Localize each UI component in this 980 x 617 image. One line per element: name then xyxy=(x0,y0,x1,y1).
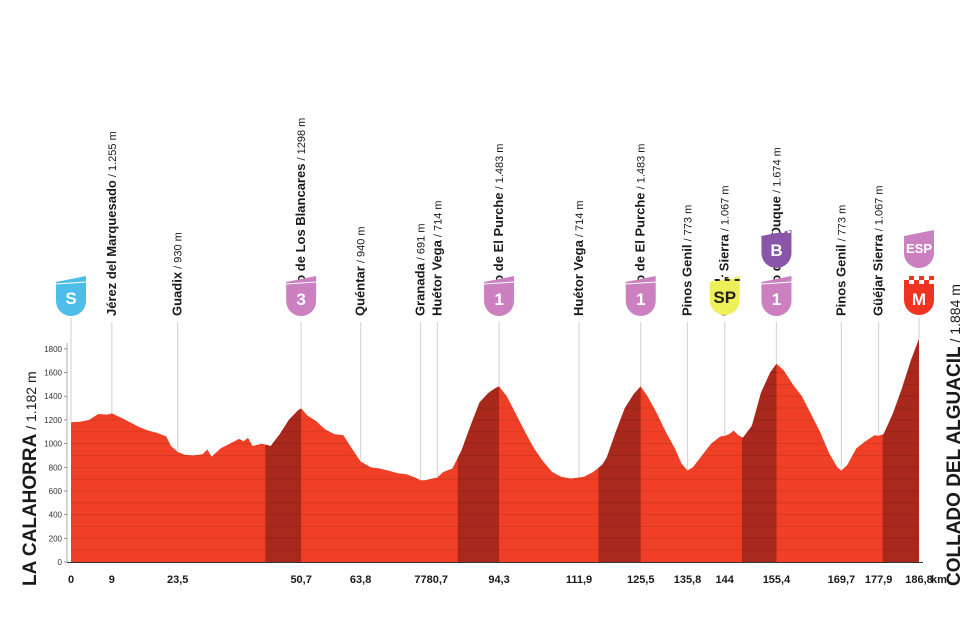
badge-checker xyxy=(719,277,725,279)
x-tick-label: 77 xyxy=(414,574,426,586)
badge-shape xyxy=(56,276,86,316)
y-tick-label: 1800 xyxy=(44,345,62,354)
sprint-badge: SP xyxy=(709,276,740,316)
x-tick-label: 80,7 xyxy=(427,574,448,586)
x-tick-label: 125,5 xyxy=(627,574,655,586)
climb-section xyxy=(598,338,641,562)
climb-section xyxy=(741,338,777,562)
x-tick-label: 111,9 xyxy=(566,574,592,586)
y-tick-label: 1600 xyxy=(44,369,62,378)
badge-text: 1 xyxy=(772,290,781,309)
x-tick-label: 155,4 xyxy=(763,574,791,586)
climb-section xyxy=(882,338,919,562)
marker-label: Granada / 691 m xyxy=(413,224,428,317)
badge-text: M xyxy=(912,290,926,309)
marker-label: Puerto de Los Blancares / 1298 m xyxy=(293,118,308,316)
badge-stripe xyxy=(484,281,515,285)
badge-shape xyxy=(904,276,934,315)
start-badge: S xyxy=(55,276,87,316)
badge-crenel xyxy=(781,231,785,233)
badge-shape xyxy=(761,230,792,268)
badge-stripe xyxy=(625,281,656,285)
badge-text: 1 xyxy=(494,290,503,309)
marker-label: Huétor Vega / 714 m xyxy=(571,200,586,316)
marker-label: Guadix / 930 m xyxy=(170,232,185,316)
badge-shape xyxy=(625,276,656,316)
badge-checker xyxy=(729,277,735,279)
marker-label: Huétor Vega / 714 m xyxy=(429,200,444,316)
y-tick-label: 400 xyxy=(49,511,63,520)
badge-shape xyxy=(761,276,792,316)
elevation-area xyxy=(67,338,923,563)
y-tick-label: 800 xyxy=(49,463,63,472)
special-category-badge: ESP xyxy=(904,230,934,268)
finish-badge: M xyxy=(904,276,934,315)
y-axis: 0 200 400 600 800 1000 1200 1400 1600 1800 xyxy=(44,342,68,567)
badge-shape xyxy=(709,276,740,316)
climb-category-badge: 3 xyxy=(286,276,317,316)
finish-location-label: COLLADO DEL ALGUACIL / 1.884 m xyxy=(944,284,965,586)
badge-crenel xyxy=(787,231,791,233)
y-tick-label: 1000 xyxy=(44,440,62,449)
badge-text: 3 xyxy=(296,290,305,309)
badge-text: S xyxy=(65,289,76,308)
badge-checker xyxy=(924,276,929,280)
x-tick-label: 63,8 xyxy=(350,574,371,586)
x-tick-label: 177,9 xyxy=(865,574,893,586)
badge-shape xyxy=(484,276,515,316)
climb-category-badge: 1 xyxy=(625,276,656,316)
x-tick-label: 0 xyxy=(68,574,74,586)
climb-section xyxy=(265,338,302,562)
badge-checker xyxy=(904,276,909,280)
badge-shape xyxy=(904,230,934,268)
y-tick-label: 1200 xyxy=(44,416,62,425)
badge-text: ESP xyxy=(906,241,932,256)
x-tick-label: 169,7 xyxy=(828,574,856,586)
marker-label: Pinos Genil / 773 m xyxy=(833,205,848,316)
badge-checker xyxy=(914,276,919,280)
x-tick-label: 135,8 xyxy=(674,574,702,586)
climb-section xyxy=(457,338,500,562)
x-tick-label: 9 xyxy=(109,574,115,586)
bonus-badge: B xyxy=(761,230,792,268)
badge-text: B xyxy=(770,241,782,260)
badge-checker xyxy=(909,280,914,284)
badge-stripe xyxy=(761,281,792,285)
badge-crenel xyxy=(775,231,779,233)
y-tick-label: 600 xyxy=(49,487,63,496)
y-tick-label: 1400 xyxy=(44,392,62,401)
category-badges: S 3 1 1 SP 1 B ESP M xyxy=(55,230,934,316)
badge-checker xyxy=(709,277,715,279)
badge-checker xyxy=(714,279,720,281)
waypoint-markers: Jérez del Marquesado / 1.255 m Guadix / 9… xyxy=(70,118,920,481)
badge-crenel xyxy=(763,231,767,233)
y-tick-label: 0 xyxy=(58,558,63,567)
x-tick-label: 144 xyxy=(716,574,735,586)
start-location-label: LA CALAHORRA / 1.182 m xyxy=(20,371,41,586)
marker-label: Pinos Genil / 773 m xyxy=(679,205,694,316)
x-axis-unit: km xyxy=(931,574,947,586)
climb-category-badge: 1 xyxy=(484,276,515,316)
badge-crenel xyxy=(769,231,773,233)
x-tick-label: 50,7 xyxy=(290,574,311,586)
badge-shape xyxy=(286,276,317,316)
x-tick-label: 94,3 xyxy=(488,574,509,586)
badge-stripe xyxy=(286,281,317,285)
x-tick-label: 186,8 xyxy=(905,574,933,586)
marker-label: Güéjar Sierra / 1.067 m xyxy=(871,185,886,316)
badge-stripe xyxy=(55,281,87,285)
x-axis: 0 9 23,5 50,7 63,8 77 80,7 94,3 111,9 125,5 135,8 1… xyxy=(68,574,947,586)
badge-checker xyxy=(734,279,740,281)
y-tick-label: 200 xyxy=(49,534,63,543)
badge-checker xyxy=(724,279,730,281)
badge-checker xyxy=(929,280,934,284)
x-tick-label: 23,5 xyxy=(167,574,188,586)
badge-text: 1 xyxy=(636,290,645,309)
climb-category-badge: 1 xyxy=(761,276,792,316)
marker-label: Quéntar / 940 m xyxy=(353,226,368,316)
badge-text: SP xyxy=(713,288,736,307)
badge-checker xyxy=(919,280,924,284)
marker-label: Jérez del Marquesado / 1.255 m xyxy=(104,131,119,316)
